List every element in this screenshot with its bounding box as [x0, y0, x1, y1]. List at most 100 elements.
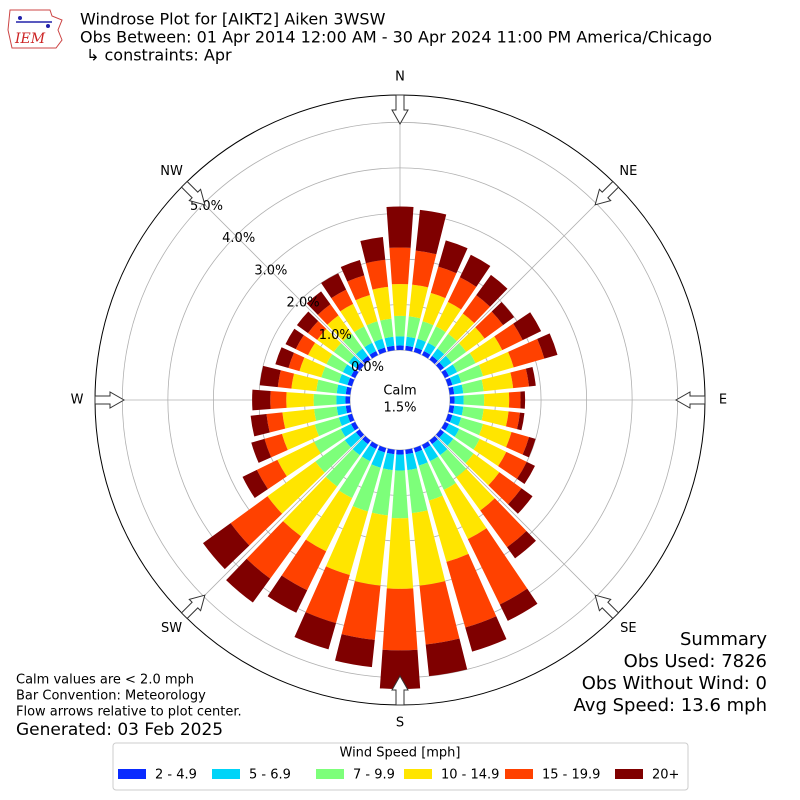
- bar-segment: [432, 439, 448, 456]
- bar-segment: [491, 302, 515, 326]
- note: Calm values are < 2.0 mph: [16, 673, 194, 688]
- bar-segment: [447, 438, 474, 464]
- bar-segment: [423, 445, 439, 462]
- bar-segment: [389, 247, 411, 285]
- bar-segment: [459, 254, 491, 287]
- bar-segment: [405, 345, 414, 352]
- flow-arrow-shape: [94, 391, 126, 409]
- y-tick-label: 2.0%: [287, 296, 320, 311]
- bar-segment: [362, 355, 371, 365]
- generated: Generated: 03 Feb 2025: [16, 720, 223, 740]
- bar-segment: [282, 409, 317, 429]
- bar-segment: [448, 313, 475, 342]
- bar-segment: [317, 304, 339, 325]
- bar-segment: [481, 408, 509, 427]
- bar-segment: [446, 553, 497, 628]
- bar-segment: [345, 396, 351, 404]
- bar-segment: [461, 379, 484, 394]
- bar-segment: [508, 488, 533, 514]
- bar-segment: [355, 295, 378, 326]
- legend-swatch: [118, 769, 146, 779]
- bar-segment: [441, 421, 450, 431]
- bar-segment: [264, 433, 288, 458]
- bar-segment: [250, 414, 270, 437]
- bar-segment: [406, 316, 421, 339]
- bar-segment: [352, 464, 381, 512]
- grid-line: [435, 184, 616, 365]
- bar-segment: [494, 323, 523, 351]
- bar-segment: [299, 357, 326, 378]
- summary: Obs Without Wind: 0: [582, 673, 767, 694]
- bar-segment: [361, 445, 377, 462]
- bar-segment: [259, 365, 281, 388]
- bar-segment: [355, 348, 368, 361]
- bar-segment: [443, 482, 487, 540]
- y-tick-label: 4.0%: [222, 231, 255, 246]
- flow-arrow-shape: [391, 674, 409, 706]
- bar-segment: [333, 343, 355, 363]
- y-tick-label: 3.0%: [254, 263, 287, 278]
- bar-segment: [407, 468, 428, 514]
- bar-segment: [395, 454, 405, 471]
- flow-arrow: [594, 594, 620, 620]
- bar-segment: [386, 448, 395, 455]
- bar-segment: [354, 512, 388, 586]
- bar-segment: [510, 368, 529, 389]
- bar-segment: [469, 336, 503, 364]
- bar-segment: [340, 303, 365, 333]
- bar-segment: [355, 429, 365, 438]
- bar-segment: [345, 386, 352, 395]
- x-tick-label: E: [719, 393, 727, 408]
- bar-segment: [429, 435, 438, 445]
- bar-segment: [438, 240, 468, 274]
- bar-segment: [408, 284, 429, 319]
- bar-segment: [386, 206, 414, 248]
- bar-segment: [465, 453, 500, 486]
- bar-segment: [435, 362, 445, 371]
- bar-segment: [505, 431, 530, 455]
- bar-segment: [347, 275, 370, 301]
- bar-segment: [286, 392, 314, 408]
- bar-segment: [365, 259, 389, 290]
- bar-segment: [305, 566, 350, 624]
- note: Flow arrows relative to plot center.: [16, 705, 242, 720]
- bar-segment: [266, 412, 286, 433]
- bar-segment: [507, 530, 536, 559]
- grid-line: [184, 435, 365, 616]
- flow-arrow: [180, 180, 206, 206]
- bar-segment: [481, 372, 514, 392]
- bar-segment: [347, 377, 355, 387]
- bar-segment: [419, 581, 460, 645]
- flow-arrow: [391, 94, 409, 126]
- calm-value: 1.5%: [383, 401, 416, 416]
- bar-segment: [430, 266, 457, 299]
- bar-segment: [372, 286, 392, 321]
- bar-segment: [379, 649, 421, 690]
- bar-segment: [467, 528, 528, 605]
- bar-segment: [423, 342, 436, 355]
- bar-segment: [275, 347, 295, 369]
- bar-segment: [445, 364, 458, 377]
- bar-segment: [458, 327, 485, 352]
- bar-segment: [463, 394, 485, 406]
- bar-segment: [415, 209, 447, 255]
- note: Bar Convention: Meteorology: [16, 689, 206, 704]
- bar-segment: [448, 405, 455, 414]
- bar-segment: [480, 498, 527, 548]
- bar-segment: [421, 441, 431, 450]
- bar-segment: [522, 437, 536, 458]
- bar-segment: [454, 395, 464, 405]
- grid-line: [435, 435, 616, 616]
- logo-text: IEM: [14, 31, 46, 47]
- bar-segment: [421, 350, 431, 359]
- summary: Obs Used: 7826: [624, 651, 767, 672]
- bar-segment: [413, 445, 423, 453]
- bar-segment: [230, 496, 283, 546]
- bar-segment: [335, 634, 375, 668]
- bar-segment: [291, 373, 319, 392]
- legend-label: 7 - 9.9: [353, 768, 395, 783]
- bar-segment: [382, 452, 395, 471]
- bar-segment: [277, 441, 321, 477]
- bar-segment: [478, 351, 514, 377]
